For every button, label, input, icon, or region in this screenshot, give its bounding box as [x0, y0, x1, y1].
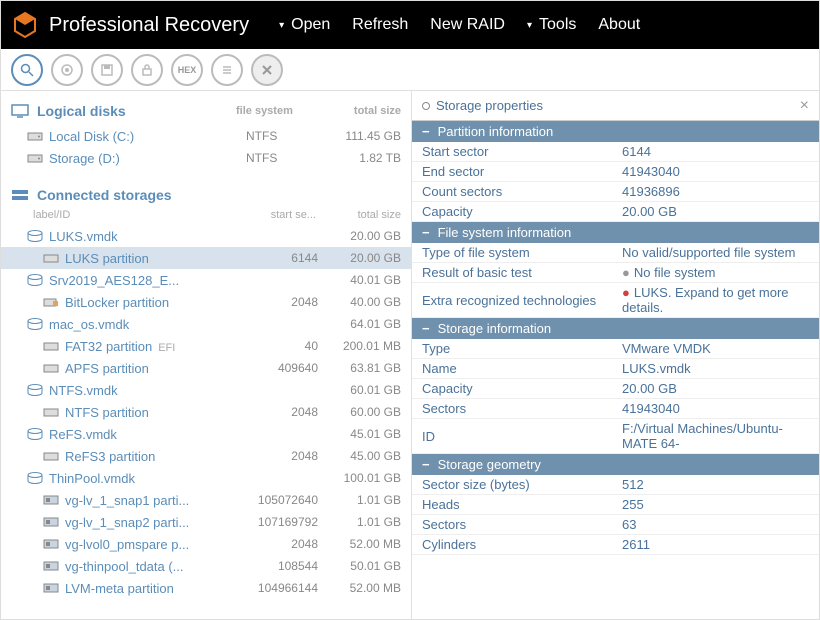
storage-row[interactable]: LUKS partition 6144 20.00 GB [1, 247, 411, 269]
property-row: Type of file system No valid/supported f… [412, 243, 819, 263]
vol-icon [43, 493, 61, 507]
storage-icon [11, 187, 31, 203]
app-title: Professional Recovery [49, 14, 249, 37]
property-row: Result of basic test No file system [412, 263, 819, 283]
drive-icon [27, 129, 45, 143]
app-header: Professional Recovery Open Refresh New R… [1, 1, 819, 49]
vol-icon [43, 559, 61, 573]
logical-disk-row[interactable]: Storage (D:) NTFS 1.82 TB [1, 147, 411, 169]
disk-icon [27, 383, 45, 397]
part-icon [43, 339, 61, 353]
monitor-icon [11, 103, 31, 119]
property-group-header[interactable]: File system information [412, 222, 819, 243]
part-icon [43, 361, 61, 375]
disk-icon [27, 427, 45, 441]
main-menu: Open Refresh New RAID Tools About [279, 16, 640, 34]
menu-about[interactable]: About [598, 16, 640, 34]
part-icon [43, 449, 61, 463]
property-row: Capacity 20.00 GB [412, 379, 819, 399]
tool-hex-icon[interactable]: HEX [171, 54, 203, 86]
property-row: Name LUKS.vmdk [412, 359, 819, 379]
property-row: Cylinders 2611 [412, 535, 819, 555]
property-row: ID F:/Virtual Machines/Ubuntu-MATE 64- [412, 419, 819, 454]
storage-row[interactable]: vg-thinpool_tdata (... 108544 50.01 GB [1, 555, 411, 577]
properties-panel: Storage properties × Partition informati… [411, 91, 819, 619]
menu-refresh[interactable]: Refresh [352, 16, 408, 34]
connected-storages-header: Connected storages [1, 181, 411, 209]
storage-row[interactable]: FAT32 partitionEFI 40 200.01 MB [1, 335, 411, 357]
logical-disks-header: Logical disks file systemtotal size [1, 97, 411, 125]
property-row: Sectors 63 [412, 515, 819, 535]
property-row: End sector 41943040 [412, 162, 819, 182]
tool-list-icon[interactable] [211, 54, 243, 86]
property-row: Heads 255 [412, 495, 819, 515]
drive-icon [27, 151, 45, 165]
storage-row[interactable]: LUKS.vmdk 20.00 GB [1, 225, 411, 247]
property-group-header[interactable]: Partition information [412, 121, 819, 142]
menu-tools[interactable]: Tools [527, 16, 576, 34]
storage-row[interactable]: vg-lvol0_pmspare p... 2048 52.00 MB [1, 533, 411, 555]
tool-lock-icon[interactable] [131, 54, 163, 86]
disk-icon [27, 317, 45, 331]
property-row: Sector size (bytes) 512 [412, 475, 819, 495]
properties-tab[interactable]: Storage properties × [412, 91, 819, 121]
disk-icon [27, 471, 45, 485]
menu-open[interactable]: Open [279, 16, 330, 34]
storage-row[interactable]: Srv2019_AES128_E... 40.01 GB [1, 269, 411, 291]
property-group-header[interactable]: Storage geometry [412, 454, 819, 475]
storage-row[interactable]: vg-lv_1_snap2 parti... 107169792 1.01 GB [1, 511, 411, 533]
menu-new-raid[interactable]: New RAID [430, 16, 505, 34]
vol-icon [43, 537, 61, 551]
property-group-header[interactable]: Storage information [412, 318, 819, 339]
property-row: Sectors 41943040 [412, 399, 819, 419]
property-row: Extra recognized technologies LUKS. Expa… [412, 283, 819, 318]
storage-row[interactable]: BitLocker partition 2048 40.00 GB [1, 291, 411, 313]
storage-row[interactable]: APFS partition 409640 63.81 GB [1, 357, 411, 379]
vol-icon [43, 515, 61, 529]
app-logo-icon [11, 11, 39, 39]
part-icon [43, 405, 61, 419]
close-icon[interactable]: × [800, 97, 809, 115]
property-row: Count sectors 41936896 [412, 182, 819, 202]
logical-disk-row[interactable]: Local Disk (C:) NTFS 111.45 GB [1, 125, 411, 147]
toolbar: HEX [1, 49, 819, 91]
tool-scan-icon[interactable] [51, 54, 83, 86]
tool-save-icon[interactable] [91, 54, 123, 86]
property-row: Type VMware VMDK [412, 339, 819, 359]
disk-icon [27, 273, 45, 287]
storage-row[interactable]: NTFS.vmdk 60.01 GB [1, 379, 411, 401]
disk-icon [27, 229, 45, 243]
storage-row[interactable]: NTFS partition 2048 60.00 GB [1, 401, 411, 423]
storage-row[interactable]: ReFS.vmdk 45.01 GB [1, 423, 411, 445]
storage-row[interactable]: mac_os.vmdk 64.01 GB [1, 313, 411, 335]
part-lock-icon [43, 295, 61, 309]
part-icon [43, 251, 61, 265]
storage-tree: Logical disks file systemtotal size Loca… [1, 91, 411, 619]
storage-row[interactable]: LVM-meta partition 104966144 52.00 MB [1, 577, 411, 599]
storage-row[interactable]: ThinPool.vmdk 100.01 GB [1, 467, 411, 489]
vol-icon [43, 581, 61, 595]
storage-row[interactable]: vg-lv_1_snap1 parti... 105072640 1.01 GB [1, 489, 411, 511]
property-row: Capacity 20.00 GB [412, 202, 819, 222]
tool-close-icon[interactable] [251, 54, 283, 86]
storage-row[interactable]: ReFS3 partition 2048 45.00 GB [1, 445, 411, 467]
tool-search-icon[interactable] [11, 54, 43, 86]
property-row: Start sector 6144 [412, 142, 819, 162]
